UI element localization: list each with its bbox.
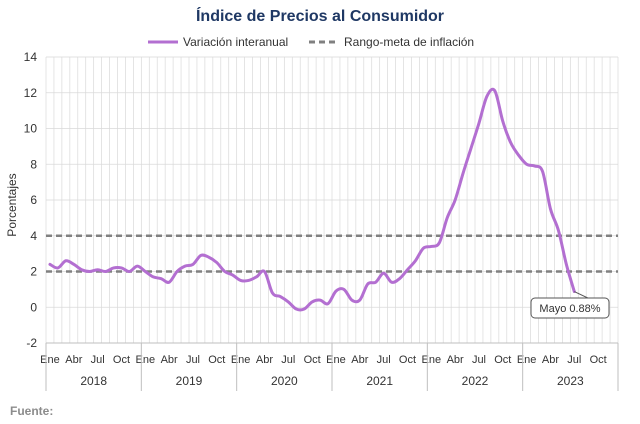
annotation-text: Mayo 0.88%	[539, 303, 600, 315]
x-year-label: 2021	[366, 374, 393, 388]
x-year-label: 2019	[176, 374, 203, 388]
x-tick-label: Ene	[326, 354, 346, 366]
x-tick-label: Oct	[304, 354, 321, 366]
annotation-callout: Mayo 0.88%	[530, 291, 610, 319]
legend-label-variacion: Variación interanual	[183, 35, 288, 49]
gridlines	[45, 56, 619, 344]
x-tick-label: Ene	[517, 354, 537, 366]
x-year-label: 2020	[271, 374, 298, 388]
x-axis: Ene Abr Jul Oct 2018 Ene Abr Jul Oct 2019 Ene Abr Ju…	[40, 342, 619, 391]
x-tick-label: Ene	[231, 354, 251, 366]
x-year-label: 2018	[80, 374, 107, 388]
y-axis-label: Porcentajes	[5, 173, 19, 236]
y-tick-label: 2	[30, 265, 37, 279]
x-tick-label: Abr	[447, 354, 464, 366]
annotation-box	[530, 297, 610, 319]
legend: Variación interanual Rango-meta de infla…	[148, 35, 474, 49]
y-axis-ticks: -2 0 2 4 6 8 10 12 14	[24, 50, 38, 350]
x-tick-label: Jul	[91, 354, 105, 366]
x-tick-label: Jul	[567, 354, 581, 366]
x-year-label: 2022	[462, 374, 489, 388]
x-tick-label: Abr	[351, 354, 368, 366]
x-tick-label: Abr	[65, 354, 82, 366]
x-year-label: 2023	[557, 374, 584, 388]
x-tick-label: Oct	[113, 354, 130, 366]
x-tick-label: Abr	[256, 354, 273, 366]
y-tick-label: 14	[24, 50, 38, 64]
x-tick-label: Abr	[542, 354, 559, 366]
y-tick-label: 4	[30, 229, 37, 243]
source-label: Fuente:	[10, 404, 54, 418]
x-tick-label: Ene	[136, 354, 156, 366]
x-tick-label: Oct	[494, 354, 511, 366]
chart-title: Índice de Precios al Consumidor	[195, 8, 445, 25]
series-line-variacion	[48, 87, 576, 312]
x-tick-label: Abr	[161, 354, 178, 366]
y-tick-label: 8	[30, 157, 37, 171]
x-tick-label: Jul	[472, 354, 486, 366]
x-tick-label: Oct	[208, 354, 225, 366]
y-tick-label: 6	[30, 193, 37, 207]
x-tick-label: Jul	[186, 354, 200, 366]
y-tick-label: -2	[26, 336, 37, 350]
x-tick-label: Jul	[281, 354, 295, 366]
y-tick-label: 0	[30, 300, 37, 314]
legend-label-rango: Rango-meta de inflación	[344, 35, 474, 49]
x-tick-label: Jul	[377, 354, 391, 366]
x-tick-label: Ene	[40, 354, 60, 366]
target-range-lines	[46, 234, 618, 273]
x-tick-label: Ene	[422, 354, 442, 366]
x-tick-label: Oct	[399, 354, 416, 366]
y-tick-label: 12	[24, 86, 38, 100]
x-tick-label: Oct	[590, 354, 607, 366]
y-tick-label: 10	[24, 122, 38, 136]
